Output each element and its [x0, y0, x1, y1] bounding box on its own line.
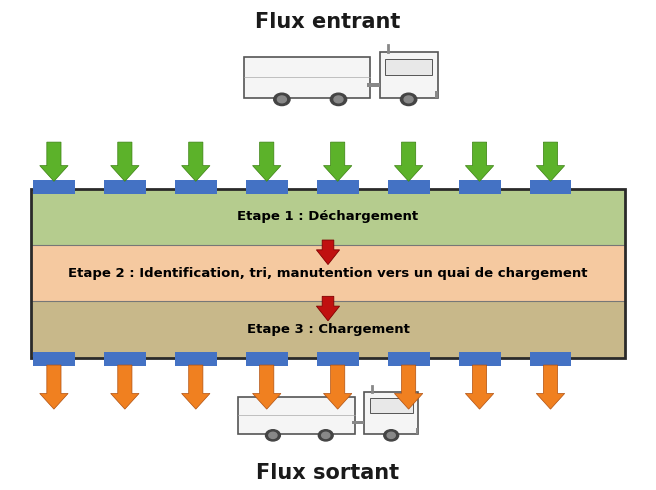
Polygon shape	[182, 365, 210, 409]
Text: Flux sortant: Flux sortant	[256, 463, 400, 483]
Bar	[246, 352, 288, 366]
Bar	[529, 352, 571, 366]
Bar	[33, 352, 75, 366]
Bar	[459, 180, 501, 194]
Bar	[104, 180, 146, 194]
Bar	[31, 189, 625, 245]
Bar	[244, 57, 370, 98]
Bar	[364, 392, 419, 434]
Text: Etape 1 : Déchargement: Etape 1 : Déchargement	[237, 210, 419, 223]
Polygon shape	[323, 365, 352, 409]
Bar	[435, 91, 438, 98]
Circle shape	[400, 93, 417, 105]
Circle shape	[274, 93, 290, 105]
Bar	[31, 301, 625, 358]
Polygon shape	[182, 142, 210, 181]
Polygon shape	[253, 365, 281, 409]
Circle shape	[321, 432, 330, 439]
Bar	[352, 420, 364, 424]
Polygon shape	[40, 365, 68, 409]
Circle shape	[269, 432, 277, 439]
Polygon shape	[394, 365, 423, 409]
Text: Flux entrant: Flux entrant	[255, 12, 401, 32]
Bar	[459, 352, 501, 366]
Polygon shape	[316, 296, 340, 321]
Bar	[416, 428, 419, 434]
Polygon shape	[111, 365, 139, 409]
Polygon shape	[40, 142, 68, 181]
Bar	[31, 189, 625, 358]
Polygon shape	[316, 240, 340, 265]
Circle shape	[387, 432, 396, 439]
Polygon shape	[253, 142, 281, 181]
Circle shape	[266, 430, 280, 441]
Circle shape	[384, 430, 399, 441]
Polygon shape	[323, 142, 352, 181]
Bar	[104, 352, 146, 366]
Circle shape	[404, 96, 413, 103]
Bar	[388, 180, 430, 194]
Bar	[369, 398, 413, 413]
Bar	[33, 180, 75, 194]
Bar	[175, 180, 216, 194]
Bar	[237, 397, 355, 434]
Polygon shape	[537, 365, 565, 409]
Bar	[246, 180, 288, 194]
Bar	[31, 245, 625, 301]
Bar	[385, 59, 432, 74]
Polygon shape	[111, 142, 139, 181]
Bar	[529, 180, 571, 194]
Circle shape	[277, 96, 287, 103]
Bar	[317, 352, 359, 366]
Bar	[317, 180, 359, 194]
Bar	[380, 52, 438, 98]
Polygon shape	[537, 142, 565, 181]
Bar	[175, 352, 216, 366]
Polygon shape	[394, 142, 423, 181]
Circle shape	[318, 430, 333, 441]
Bar	[367, 83, 380, 87]
Text: Etape 2 : Identification, tri, manutention vers un quai de chargement: Etape 2 : Identification, tri, manutenti…	[68, 267, 588, 280]
Polygon shape	[465, 365, 494, 409]
Polygon shape	[465, 142, 494, 181]
Circle shape	[331, 93, 346, 105]
Circle shape	[334, 96, 343, 103]
Bar	[388, 352, 430, 366]
Text: Etape 3 : Chargement: Etape 3 : Chargement	[247, 323, 409, 336]
